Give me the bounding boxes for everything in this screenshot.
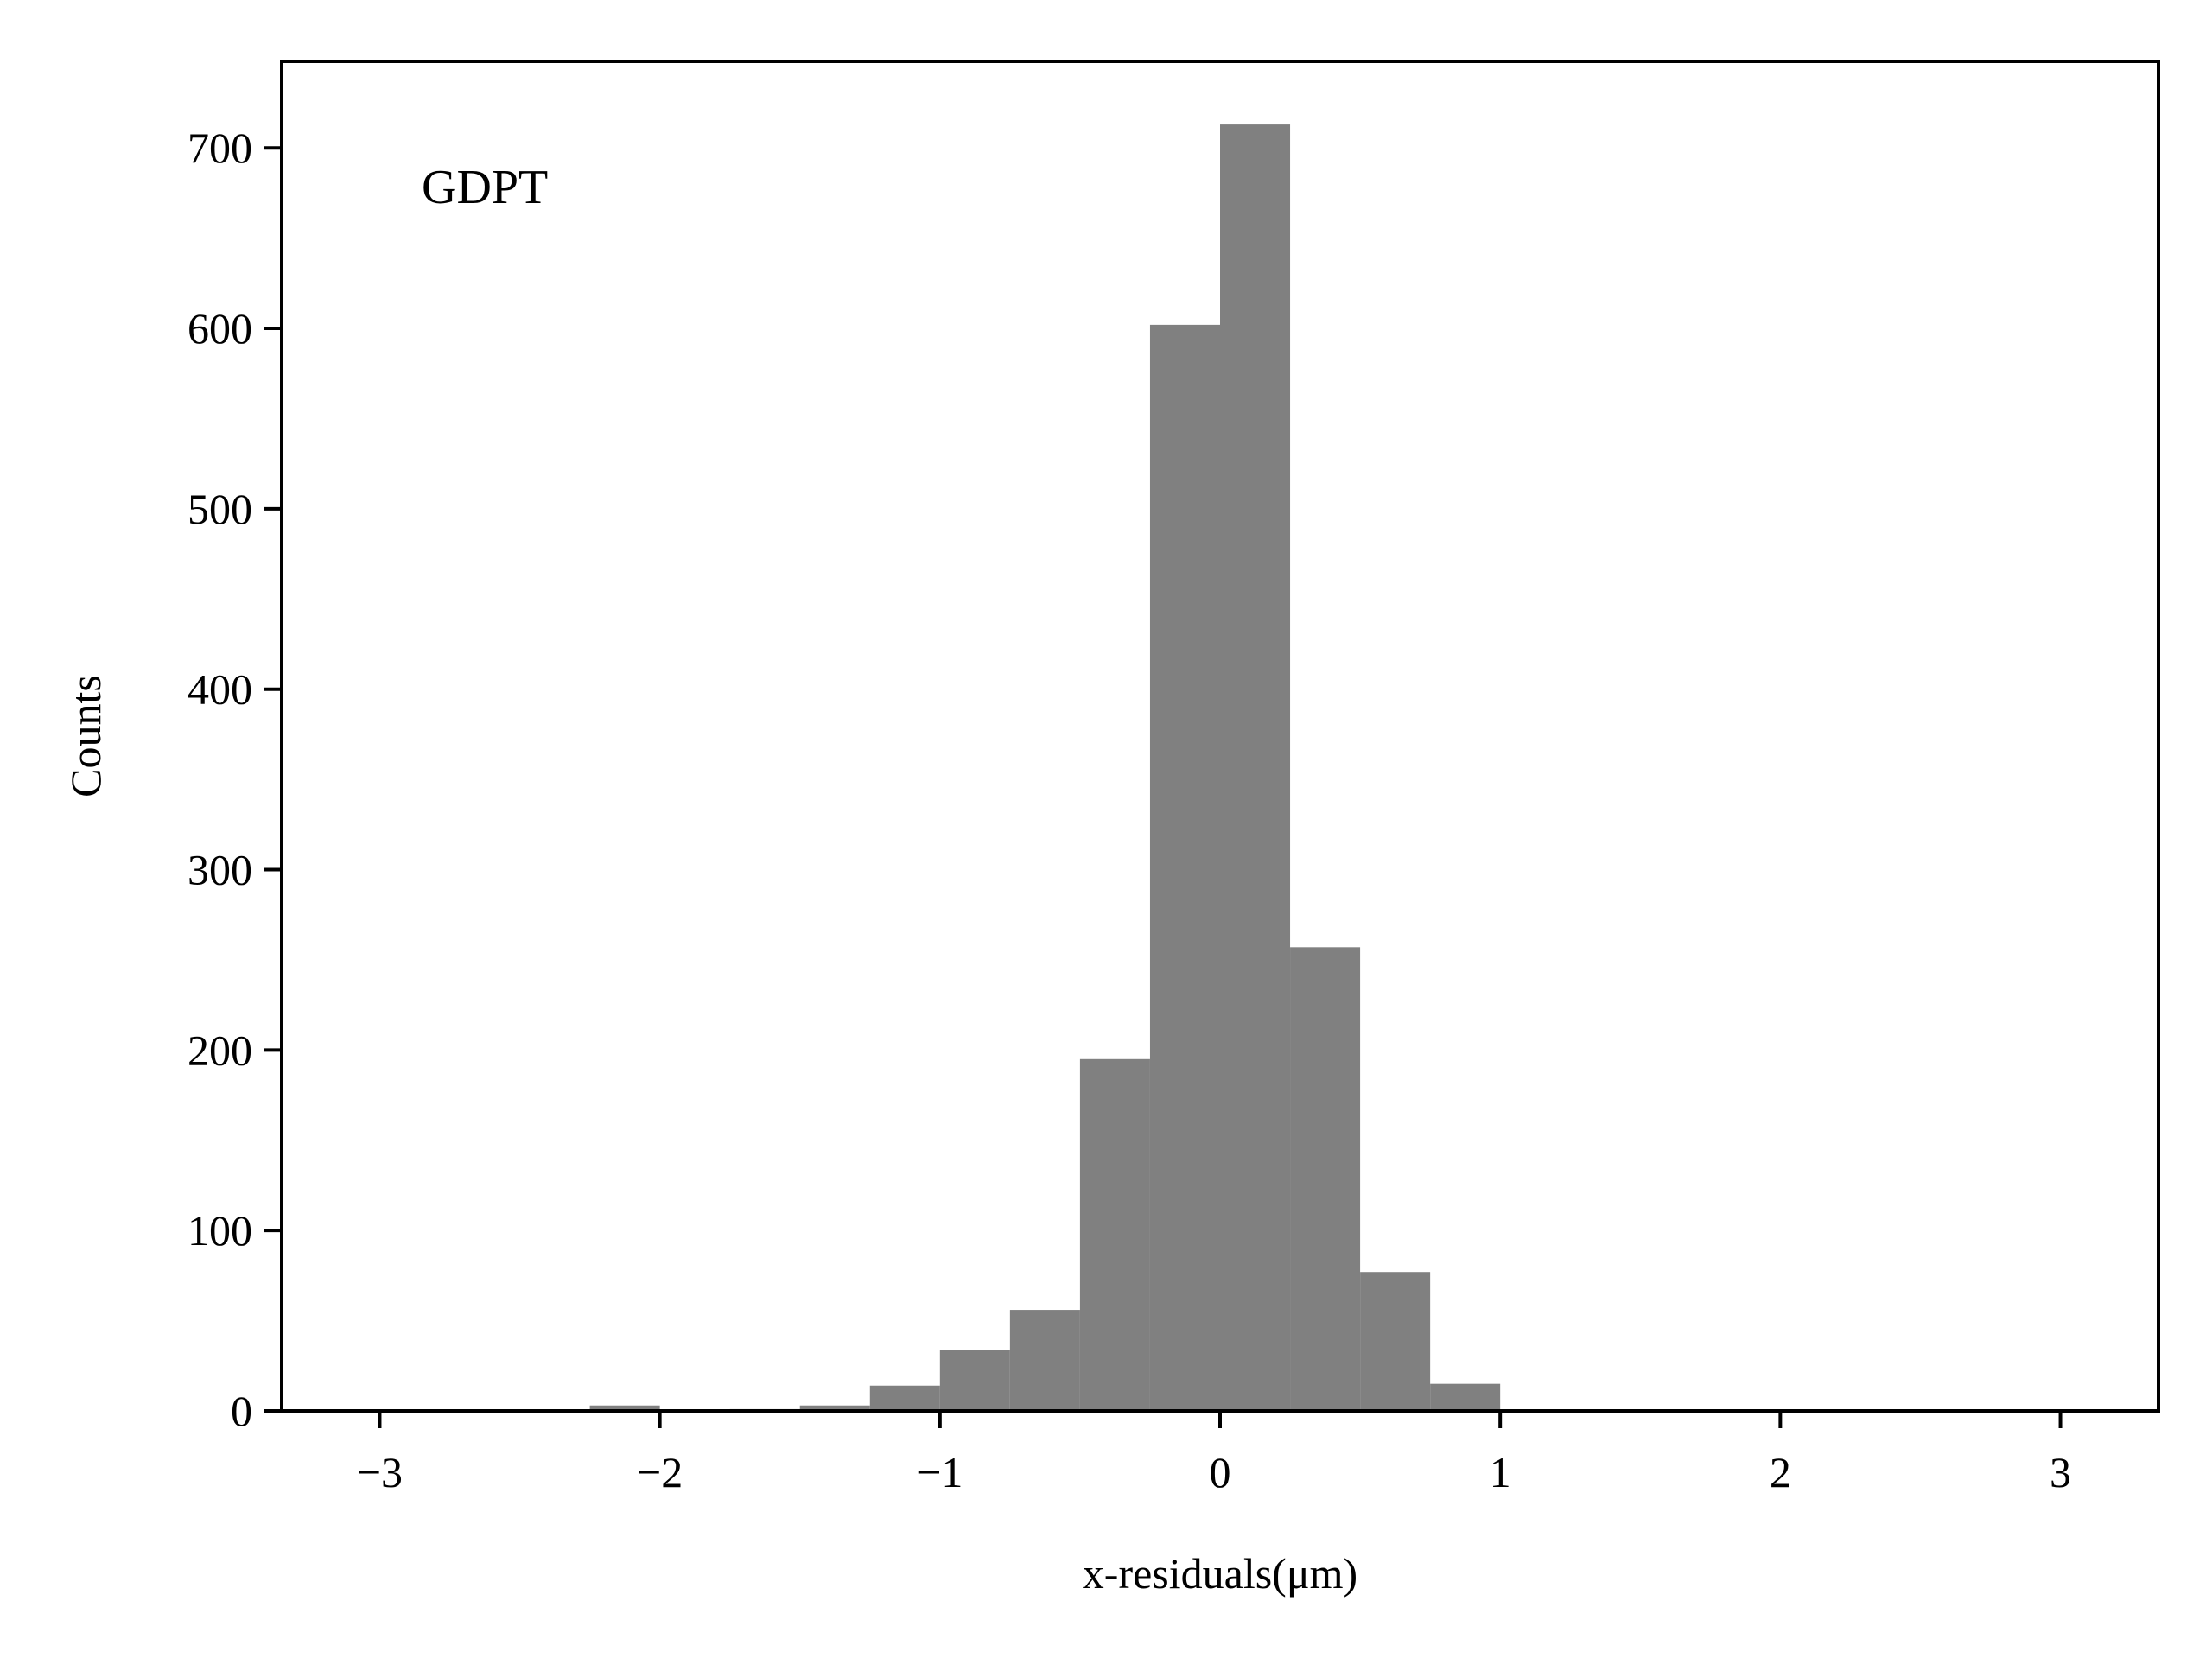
histogram-bar <box>1149 324 1220 1411</box>
histogram-bar <box>1220 124 1291 1412</box>
y-tick-label: 400 <box>188 665 252 714</box>
histogram-bar <box>869 1385 940 1411</box>
y-tick-label: 600 <box>188 304 252 353</box>
x-tick-label: 2 <box>1770 1448 1791 1496</box>
x-tick-label: 0 <box>1210 1448 1231 1496</box>
x-tick-label: −1 <box>917 1448 963 1496</box>
x-tick-label: −3 <box>357 1448 403 1496</box>
x-tick-label: −2 <box>637 1448 683 1496</box>
histogram-bars <box>589 124 1501 1412</box>
y-axis-ticks: 0 100 200 300 400 500 600 700 <box>188 124 282 1435</box>
y-tick-label: 700 <box>188 124 252 172</box>
histogram-bar <box>1290 947 1361 1411</box>
gdpt-annotation: GDPT <box>422 161 548 214</box>
y-tick-label: 0 <box>231 1387 252 1435</box>
x-axis-ticks: −3 −2 −1 0 1 2 3 <box>357 1411 2071 1496</box>
histogram-bar <box>939 1350 1010 1411</box>
x-tick-label: 1 <box>1490 1448 1511 1496</box>
y-tick-label: 200 <box>188 1026 252 1074</box>
histogram-bar <box>1009 1310 1080 1411</box>
histogram-bar <box>1430 1383 1501 1411</box>
histogram-bar <box>1079 1058 1150 1411</box>
histogram-bar <box>799 1405 870 1411</box>
y-tick-label: 100 <box>188 1206 252 1255</box>
y-tick-label: 500 <box>188 485 252 533</box>
histogram-bar <box>589 1405 660 1411</box>
histogram-bar <box>1360 1272 1431 1411</box>
y-tick-label: 300 <box>188 846 252 894</box>
y-axis-label: Counts <box>61 675 110 797</box>
x-axis-label: x-residuals(μm) <box>1083 1549 1357 1598</box>
x-tick-label: 3 <box>2050 1448 2071 1496</box>
